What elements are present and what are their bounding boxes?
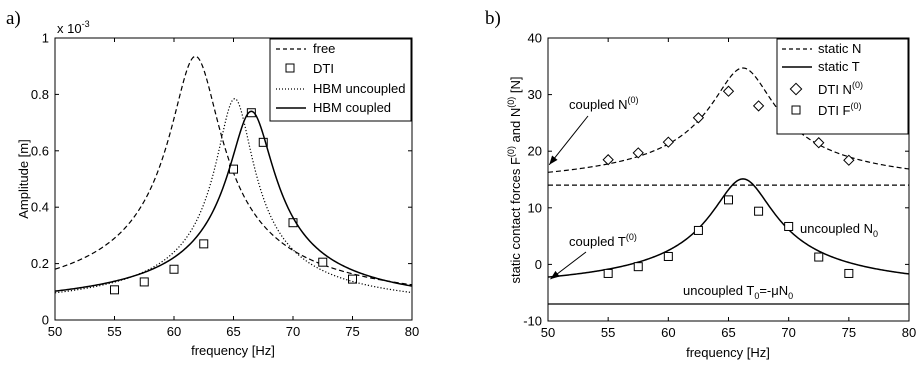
legend-swatch-dti-f <box>791 105 801 115</box>
chart-a-legend: free DTI HBM uncoupled HBM coupled <box>269 38 412 122</box>
y-tick-label: 0.8 <box>31 87 49 102</box>
chart-b-x-ticks: 50 55 60 65 70 75 80 <box>541 38 916 340</box>
chart-b-x-label: frequency [Hz] <box>686 345 770 360</box>
series-dti-f-point <box>844 268 854 278</box>
panel-b-label: b) <box>485 8 501 29</box>
x-tick-label: 75 <box>842 325 856 340</box>
y-tick-label: 0 <box>535 257 542 272</box>
x-tick-label: 50 <box>48 324 62 339</box>
series-dti-point <box>318 257 328 267</box>
x-tick-label: 55 <box>601 325 615 340</box>
x-tick-label: 70 <box>781 325 795 340</box>
series-dti-n-point <box>692 112 705 124</box>
chart-a: a) 50 55 60 65 70 75 80 00.20.40.60.81 x 10-3 … <box>6 8 419 358</box>
y-tick-label: 0.6 <box>31 143 49 158</box>
series-dti-point <box>110 285 119 295</box>
series-hbm-uncoupled-line <box>54 97 413 294</box>
x-tick-label: 80 <box>902 325 916 340</box>
series-dti-f-point <box>633 262 643 272</box>
chart-a-y-label: Amplitude [m] <box>16 139 31 218</box>
y-tick-label: 0.4 <box>31 200 49 215</box>
series-dti-f-point <box>693 225 703 235</box>
legend-label-dti: DTI <box>313 61 334 76</box>
y-tick-label: 20 <box>528 144 542 159</box>
series-dti-point <box>139 277 149 287</box>
legend-label-hbm-coupled: HBM coupled <box>313 100 391 115</box>
series-hbm-coupled-line <box>54 110 413 292</box>
series-dti-n-point <box>632 147 644 159</box>
chart-a-series <box>54 55 413 295</box>
legend-label-hbm-uncoupled: HBM uncoupled <box>313 81 406 96</box>
chart-a-y-multiplier: x 10-3 <box>57 19 90 36</box>
series-dti-f-point <box>754 206 764 216</box>
legend-swatch-dti-n <box>789 82 803 96</box>
series-dti-n-point <box>843 154 855 166</box>
series-dti-n-point <box>752 100 765 112</box>
x-tick-label: 55 <box>107 324 121 339</box>
panel-a-label: a) <box>6 8 21 29</box>
legend-label-static-t: static T <box>818 59 860 74</box>
y-tick-label: 10 <box>528 200 542 215</box>
series-dti-point <box>258 137 268 147</box>
x-tick-label: 70 <box>286 324 300 339</box>
series-dti-n-point <box>722 85 735 97</box>
chart-b-legend: static N static T DTI N(0) DTI F(0) <box>776 38 909 135</box>
x-tick-label: 75 <box>345 324 359 339</box>
annotation-coupled-n-arrowhead <box>549 155 558 165</box>
x-tick-label: 65 <box>226 324 240 339</box>
series-dti-point <box>348 274 357 284</box>
y-tick-label: 30 <box>528 87 542 102</box>
chart-b: b) 50 55 60 65 70 75 80 -10 0 10 20 30 40 frequency… <box>485 8 916 360</box>
series-dti-point <box>246 108 256 118</box>
series-dti-f-point <box>724 195 733 205</box>
annotation-coupled-t-arrowhead <box>550 270 560 280</box>
annotation-coupled-t: coupled T(0) <box>569 232 637 249</box>
series-dti-f-point <box>603 268 613 278</box>
series-dti-point <box>169 264 179 274</box>
y-tick-label: -10 <box>523 314 542 329</box>
series-dti-n-point <box>662 136 674 148</box>
x-tick-label: 80 <box>405 324 419 339</box>
series-dti-point <box>199 239 209 249</box>
annotation-uncoupled-n: uncoupled N0 <box>800 221 878 239</box>
legend-label-dti-n: DTI N(0) <box>818 80 863 97</box>
y-tick-label: 0 <box>42 313 49 328</box>
annotation-uncoupled-t: uncoupled T0=-μN0 <box>683 283 793 301</box>
annotation-coupled-n-arrow <box>548 115 589 166</box>
chart-b-series <box>547 67 910 305</box>
series-dti-n-point <box>602 154 614 166</box>
legend-label-free: free <box>313 41 335 56</box>
series-dti-n-point <box>813 137 825 149</box>
x-tick-label: 60 <box>661 325 675 340</box>
legend-label-dti-f: DTI F(0) <box>818 101 862 118</box>
legend-swatch-dti <box>285 63 295 73</box>
y-tick-label: 0.2 <box>31 256 49 271</box>
series-dti-f-point <box>784 221 794 231</box>
x-tick-label: 60 <box>167 324 181 339</box>
legend-label-static-n: static N <box>818 41 861 56</box>
series-dti-f-point <box>663 251 673 261</box>
chart-a-x-label: frequency [Hz] <box>191 343 275 358</box>
y-tick-label: 1 <box>42 31 49 46</box>
annotation-coupled-n: coupled N(0) <box>569 95 639 112</box>
x-tick-label: 50 <box>541 325 555 340</box>
chart-a-x-ticks: 50 55 60 65 70 75 80 <box>48 38 419 339</box>
chart-a-y-ticks: 0 0.2 0.4 0.6 0.8 1 <box>31 31 412 328</box>
y-tick-label: 40 <box>528 31 542 46</box>
series-dti-f-point <box>814 252 824 262</box>
chart-b-y-label: static contact forces F(0) and N(0) [N] <box>506 77 523 284</box>
x-tick-label: 65 <box>721 325 735 340</box>
